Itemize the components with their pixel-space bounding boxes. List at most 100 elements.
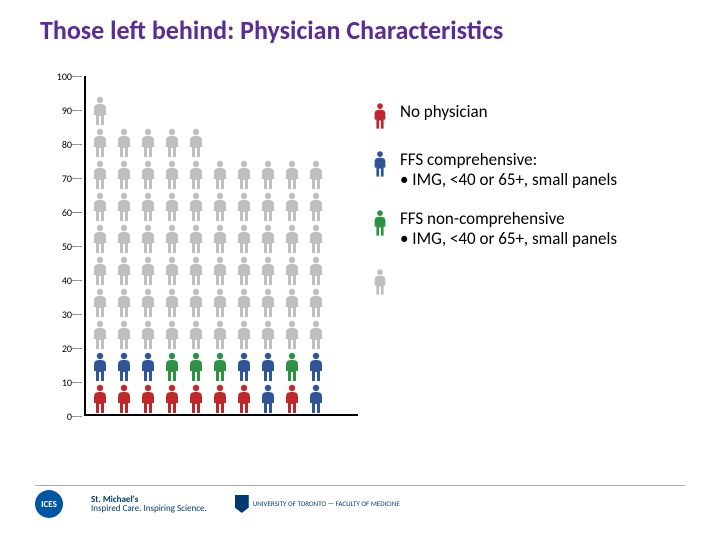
stmichaels-tagline: Inspired Care. Inspiring Science. bbox=[91, 504, 207, 513]
person-icon bbox=[160, 158, 184, 190]
icon-row bbox=[88, 350, 356, 382]
person-icon bbox=[136, 222, 160, 254]
person-icon bbox=[184, 286, 208, 318]
person-icon bbox=[88, 254, 112, 286]
person-icon bbox=[112, 126, 136, 158]
person-icon bbox=[304, 286, 328, 318]
person-icon bbox=[184, 126, 208, 158]
person-icon bbox=[256, 190, 280, 222]
person-icon bbox=[256, 318, 280, 350]
person-icon bbox=[88, 382, 112, 414]
legend-text: FFS non-comprehensive• IMG, <40 or 65+, … bbox=[390, 209, 617, 248]
y-tick-label: 0 bbox=[48, 410, 72, 423]
logo-ices: ICES bbox=[35, 490, 63, 518]
person-icon bbox=[184, 222, 208, 254]
legend: No physicianFFS comprehensive:• IMG, <40… bbox=[370, 102, 690, 316]
legend-title: FFS comprehensive: bbox=[400, 150, 617, 170]
legend-person-icon bbox=[370, 150, 390, 178]
legend-text: No physician bbox=[390, 102, 488, 122]
person-icon bbox=[88, 318, 112, 350]
icon-row bbox=[88, 318, 356, 350]
pictogram-chart: 1009080706050403020100 bbox=[48, 72, 358, 442]
y-tick-mark bbox=[72, 178, 82, 179]
person-icon bbox=[256, 222, 280, 254]
y-tick-mark bbox=[72, 144, 82, 145]
person-icon bbox=[304, 190, 328, 222]
person-icon bbox=[208, 190, 232, 222]
icon-row bbox=[88, 94, 356, 126]
person-icon bbox=[88, 94, 112, 126]
person-icon bbox=[112, 254, 136, 286]
person-icon bbox=[280, 158, 304, 190]
y-tick-label: 100 bbox=[48, 70, 72, 83]
y-tick-mark bbox=[72, 280, 82, 281]
person-icon bbox=[88, 286, 112, 318]
y-tick-mark bbox=[72, 76, 82, 77]
person-icon bbox=[256, 158, 280, 190]
person-icon bbox=[256, 350, 280, 382]
y-tick-label: 20 bbox=[48, 342, 72, 355]
uoft-crest-icon bbox=[235, 495, 249, 513]
slide: Those left behind: Physician Characteris… bbox=[0, 0, 720, 540]
person-icon bbox=[184, 318, 208, 350]
person-icon bbox=[184, 382, 208, 414]
person-icon bbox=[136, 254, 160, 286]
page-title: Those left behind: Physician Characteris… bbox=[40, 14, 503, 46]
person-icon bbox=[112, 222, 136, 254]
icon-row bbox=[88, 158, 356, 190]
person-icon bbox=[112, 318, 136, 350]
person-icon bbox=[232, 190, 256, 222]
person-icon bbox=[304, 254, 328, 286]
legend-item bbox=[370, 268, 690, 296]
person-icon bbox=[184, 158, 208, 190]
person-icon bbox=[232, 158, 256, 190]
icon-row bbox=[88, 382, 356, 414]
person-icon bbox=[88, 350, 112, 382]
person-icon bbox=[232, 318, 256, 350]
person-icon bbox=[256, 254, 280, 286]
person-icon bbox=[160, 222, 184, 254]
person-icon bbox=[136, 350, 160, 382]
person-icon bbox=[88, 126, 112, 158]
person-icon bbox=[160, 190, 184, 222]
legend-line: • IMG, <40 or 65+, small panels bbox=[400, 170, 617, 190]
y-tick-mark bbox=[72, 348, 82, 349]
y-axis: 1009080706050403020100 bbox=[48, 72, 88, 442]
person-icon bbox=[136, 286, 160, 318]
person-icon bbox=[184, 254, 208, 286]
person-icon bbox=[304, 158, 328, 190]
person-icon bbox=[280, 254, 304, 286]
legend-item: FFS non-comprehensive• IMG, <40 or 65+, … bbox=[370, 209, 690, 248]
y-axis-line bbox=[84, 76, 86, 416]
legend-line: • IMG, <40 or 65+, small panels bbox=[400, 229, 617, 249]
icon-row bbox=[88, 126, 356, 158]
person-icon bbox=[208, 158, 232, 190]
person-icon bbox=[208, 382, 232, 414]
y-tick-label: 30 bbox=[48, 308, 72, 321]
person-icon bbox=[112, 350, 136, 382]
person-icon bbox=[208, 286, 232, 318]
person-icon bbox=[304, 350, 328, 382]
uoft-text: UNIVERSITY OF TORONTO — FACULTY OF MEDIC… bbox=[253, 500, 400, 508]
person-icon bbox=[256, 382, 280, 414]
person-icon bbox=[304, 318, 328, 350]
y-tick-mark bbox=[72, 314, 82, 315]
person-icon bbox=[280, 286, 304, 318]
person-icon bbox=[280, 190, 304, 222]
person-icon bbox=[232, 350, 256, 382]
person-icon bbox=[112, 158, 136, 190]
person-icon bbox=[112, 286, 136, 318]
person-icon bbox=[136, 190, 160, 222]
legend-title: FFS non-comprehensive bbox=[400, 209, 617, 229]
icon-grid bbox=[88, 72, 356, 414]
y-tick-mark bbox=[72, 246, 82, 247]
y-tick-mark bbox=[72, 416, 82, 417]
person-icon bbox=[232, 382, 256, 414]
person-icon bbox=[160, 126, 184, 158]
person-icon bbox=[88, 190, 112, 222]
legend-person-icon bbox=[370, 102, 390, 130]
person-icon bbox=[136, 318, 160, 350]
person-icon bbox=[160, 382, 184, 414]
person-icon bbox=[280, 318, 304, 350]
y-tick-label: 40 bbox=[48, 274, 72, 287]
